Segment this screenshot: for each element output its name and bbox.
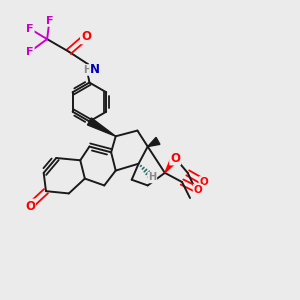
Text: O: O bbox=[200, 177, 208, 187]
Text: F: F bbox=[46, 16, 53, 26]
Polygon shape bbox=[165, 156, 178, 173]
Text: H: H bbox=[148, 172, 156, 182]
Text: O: O bbox=[170, 152, 180, 164]
Text: H: H bbox=[83, 65, 91, 75]
Text: O: O bbox=[194, 185, 202, 195]
Text: O: O bbox=[25, 200, 35, 212]
Text: F: F bbox=[26, 24, 34, 34]
Polygon shape bbox=[87, 118, 116, 136]
Text: N: N bbox=[90, 64, 100, 76]
Polygon shape bbox=[148, 137, 160, 147]
Text: F: F bbox=[26, 47, 34, 57]
Text: O: O bbox=[81, 30, 91, 43]
